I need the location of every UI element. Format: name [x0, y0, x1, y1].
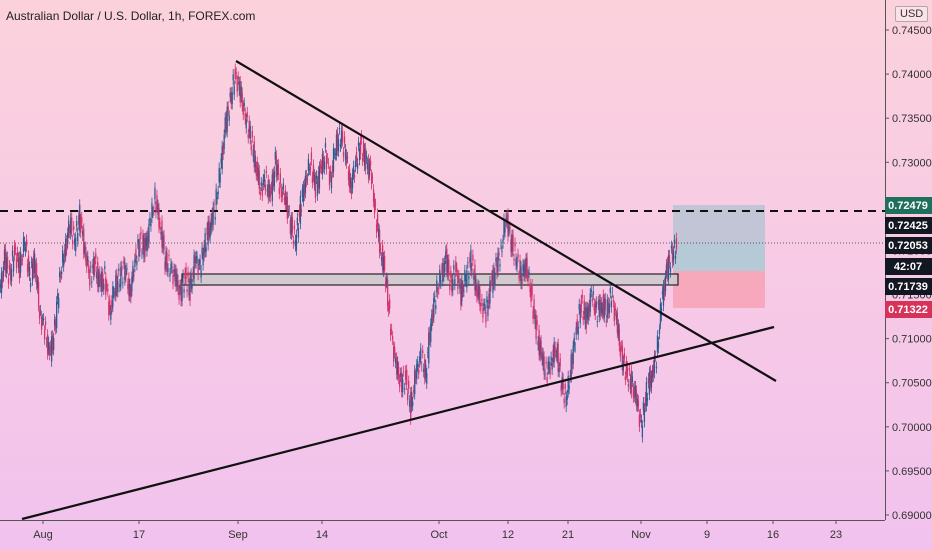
time-axis[interactable]	[0, 520, 885, 550]
y-tick-label: 0.74500	[892, 25, 932, 37]
price-tag-bg	[885, 301, 932, 318]
x-tick-label: 14	[316, 529, 328, 541]
chart-title: Australian Dollar / U.S. Dollar, 1h, FOR…	[6, 9, 256, 23]
price-tag-bg	[885, 217, 932, 234]
y-tick-label: 0.73500	[892, 113, 932, 125]
x-tick-label: Sep	[228, 529, 248, 541]
x-tick-label: 23	[830, 529, 842, 541]
y-tick-label: 0.70000	[892, 422, 932, 434]
loss-zone	[673, 271, 765, 308]
y-tick-label: 0.73000	[892, 157, 932, 169]
y-tick-label: 0.69500	[892, 466, 932, 478]
x-tick-label: Aug	[33, 529, 53, 541]
price-tag-label: 0.71322	[888, 304, 928, 316]
x-tick-label: 17	[133, 529, 145, 541]
x-tick-label: 12	[502, 529, 514, 541]
price-tag-label: 0.71739	[888, 281, 928, 293]
descending-trendline	[235, 60, 777, 382]
price-tag-label: 0.72053	[888, 240, 928, 252]
price-tag-bg	[885, 197, 932, 214]
price-tag-bg	[885, 237, 932, 254]
x-tick-label: Nov	[631, 529, 651, 541]
x-tick-label: 9	[704, 529, 710, 541]
support-zone-box	[181, 273, 679, 286]
y-tick-label: 0.71000	[892, 334, 932, 346]
y-tick-label: 0.70500	[892, 378, 932, 390]
price-tag-bg	[885, 258, 932, 275]
price-tag-label: 0.72425	[888, 220, 928, 232]
price-tag-label: 0.72479	[888, 200, 928, 212]
y-tick-label: 0.74000	[892, 69, 932, 81]
x-tick-label: 21	[562, 529, 574, 541]
ascending-trendline	[21, 325, 775, 521]
x-tick-label: 16	[767, 529, 779, 541]
price-tag-label: 42:07	[894, 261, 922, 273]
currency-button[interactable]: USD	[895, 6, 929, 22]
price-tag-bg	[885, 278, 932, 295]
y-tick-label: 0.69000	[892, 510, 932, 522]
x-tick-label: Oct	[430, 529, 447, 541]
